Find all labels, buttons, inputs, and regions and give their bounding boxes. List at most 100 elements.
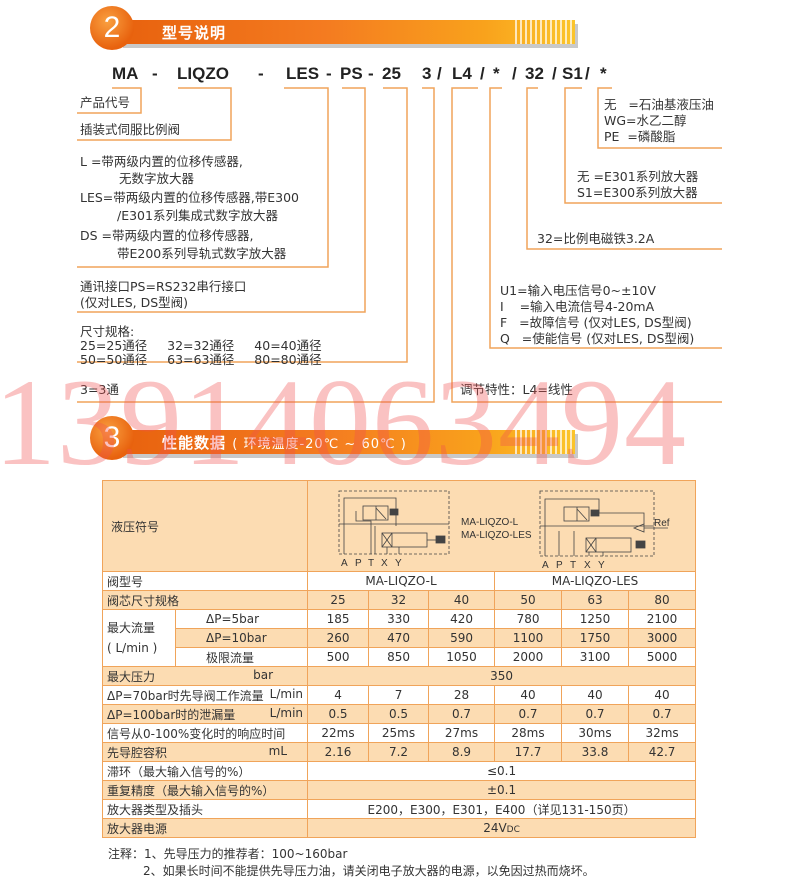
cell: 2000 bbox=[494, 647, 563, 667]
hydraulic-symbol-diagram: A P T X Y A P T X Y Ref MA-LIQZO-L MA-LI… bbox=[338, 490, 670, 571]
ways-label: 3=3通 bbox=[80, 382, 119, 397]
cell: 260 bbox=[307, 628, 370, 648]
cell: 8.9 bbox=[428, 742, 496, 762]
cell: 470 bbox=[368, 628, 430, 648]
ps-line1: 通讯接口PS=RS232串行接口 bbox=[80, 279, 247, 294]
amp-option-2: S1=E300系列放大器 bbox=[577, 185, 698, 200]
row-label: 极限流量 bbox=[174, 647, 309, 667]
option-les-line2: /E301系列集成式数字放大器 bbox=[117, 208, 278, 223]
cell: 1100 bbox=[494, 628, 563, 648]
table-row-response: 信号从0-100%变化时的响应时间 22ms 25ms 27ms 28ms 30ms 32… bbox=[101, 723, 697, 743]
cell: 3100 bbox=[561, 647, 630, 667]
cell: 1750 bbox=[561, 628, 630, 648]
table-row-repeatability: 重复精度（最大输入信号的%） ±0.1 bbox=[101, 780, 697, 800]
cell: 590 bbox=[428, 628, 496, 648]
banner-bar bbox=[120, 20, 575, 44]
code-part: 32 bbox=[525, 64, 544, 83]
port-label: A bbox=[341, 558, 348, 569]
table-row-volume: 先导腔容积 mL 2.16 7.2 8.9 17.7 33.8 42.7 bbox=[101, 742, 697, 762]
cell: 25 bbox=[307, 590, 370, 610]
code-part: - bbox=[152, 64, 158, 83]
row-label-text: ΔP=70bar时先导阀工作流量 bbox=[107, 688, 264, 703]
cell: 7.2 bbox=[368, 742, 430, 762]
note-1: 注释：1、先导压力的推荐者：100~160bar bbox=[108, 847, 348, 861]
fluid-option-2: WG=水乙二醇 bbox=[604, 113, 687, 128]
fluid-option-1: 无 =石油基液压油 bbox=[604, 97, 714, 112]
cell: 4 bbox=[307, 685, 370, 705]
signal-option-1: U1=输入电压信号0~±10V bbox=[500, 283, 656, 298]
row-label: ΔP=100bar时的泄漏量 L/min bbox=[101, 704, 309, 724]
port-label: P bbox=[355, 558, 362, 569]
cell: 25ms bbox=[368, 723, 430, 743]
cell: 1050 bbox=[428, 647, 496, 667]
cell: 32ms bbox=[628, 723, 697, 743]
cell: 24VDC bbox=[307, 818, 697, 838]
table-row-power: 放大器电源 24VDC bbox=[101, 818, 697, 838]
max-flow-label: 最大流量 ( L/min ) bbox=[102, 609, 176, 667]
cell: 40 bbox=[428, 590, 496, 610]
code-part: LIQZO bbox=[177, 64, 229, 83]
section-title: 型号说明 bbox=[162, 24, 227, 42]
ref-label: Ref bbox=[654, 518, 670, 529]
code-part: / bbox=[512, 64, 517, 83]
cell: 0.5 bbox=[368, 704, 430, 724]
cell: 185 bbox=[307, 609, 370, 629]
fluid-option-3: PE =磷酸脂 bbox=[604, 129, 676, 144]
table-row-symbol: 液压符号 bbox=[101, 480, 697, 572]
table-row-model: 阀型号 MA-LIQZO-L MA-LIQZO-LES bbox=[101, 571, 697, 591]
cell: 30ms bbox=[561, 723, 630, 743]
table-row-flow-5bar: 最大流量 ( L/min ) ΔP=5bar 185 330 420 780 1250 2… bbox=[102, 609, 697, 667]
table-row-leakage: ΔP=100bar时的泄漏量 L/min 0.5 0.5 0.7 0.7 0.7 0.7 bbox=[101, 704, 697, 724]
code-part: 3 bbox=[422, 64, 432, 83]
table-row-flow-10bar: ΔP=10bar 260 470 590 1100 1750 3000 bbox=[103, 628, 697, 648]
cell: 0.7 bbox=[428, 704, 496, 724]
size-row-2: 50=50通径 63=63通径 80=80通径 bbox=[80, 352, 322, 367]
port-label: A bbox=[542, 560, 549, 571]
row-label: 滞环（最大输入信号的%） bbox=[101, 761, 309, 781]
cell: 42.7 bbox=[628, 742, 697, 762]
row-label: ΔP=10bar bbox=[174, 628, 309, 648]
cell: 22ms bbox=[307, 723, 370, 743]
note-2: 2、如果长时间不能提供先导压力油，请关闭电子放大器的电源，以免因过热而烧坏。 bbox=[143, 864, 595, 878]
row-label: ΔP=5bar bbox=[174, 609, 309, 629]
cell: 40 bbox=[561, 685, 630, 705]
cell: 780 bbox=[494, 609, 563, 629]
cell: 330 bbox=[368, 609, 430, 629]
amp-option-1: 无 =E301系列放大器 bbox=[577, 169, 699, 184]
row-unit: mL bbox=[268, 743, 288, 758]
row-label: 重复精度（最大输入信号的%） bbox=[101, 780, 309, 800]
code-part: / bbox=[480, 64, 485, 83]
row-unit: L/min bbox=[269, 705, 304, 720]
cell: 40 bbox=[628, 685, 697, 705]
cell: 27ms bbox=[428, 723, 496, 743]
port-label: T bbox=[368, 558, 374, 569]
cell: 0.7 bbox=[628, 704, 697, 724]
row-label: 阀型号 bbox=[101, 571, 309, 591]
performance-table: 液压符号 bbox=[101, 480, 697, 838]
ps-line2: (仅对LES, DS型阀) bbox=[80, 295, 189, 310]
table-row-size: 阀芯尺寸规格 25 32 40 50 63 80 bbox=[101, 590, 697, 610]
cell: ±0.1 bbox=[307, 780, 697, 800]
cell: 2.16 bbox=[307, 742, 370, 762]
cell: 350 bbox=[307, 666, 697, 686]
cell: 0.7 bbox=[561, 704, 630, 724]
cell: 33.8 bbox=[561, 742, 630, 762]
model-cell: MA-LIQZO-LES bbox=[494, 571, 697, 591]
cell: 28 bbox=[428, 685, 496, 705]
code-part: / bbox=[552, 64, 557, 83]
regulation-label: 调节特性：L4=线性 bbox=[460, 382, 573, 397]
option-l-line2: 无数字放大器 bbox=[119, 171, 195, 186]
row-label: 最大压力 bar bbox=[101, 666, 309, 686]
table-row-amplifier: 放大器类型及插头 E200，E300，E301，E400（详见131-150页） bbox=[101, 799, 697, 819]
code-part: PS bbox=[340, 64, 363, 83]
option-les-line1: LES=带两级内置的位移传感器,带E300 bbox=[80, 190, 300, 205]
signal-option-4: Q =使能信号 (仅对LES, DS型阀) bbox=[500, 331, 695, 346]
cell: 5000 bbox=[628, 647, 697, 667]
cell: 32 bbox=[368, 590, 430, 610]
option-l-line1: L =带两级内置的位移传感器, bbox=[80, 154, 243, 169]
row-label: 放大器电源 bbox=[101, 818, 309, 838]
size-title: 尺寸规格: bbox=[80, 324, 135, 339]
solenoid-option: 32=比例电磁铁3.2A bbox=[537, 231, 655, 246]
banner-bar bbox=[120, 430, 575, 454]
product-code-label: 产品代号 bbox=[80, 95, 131, 110]
